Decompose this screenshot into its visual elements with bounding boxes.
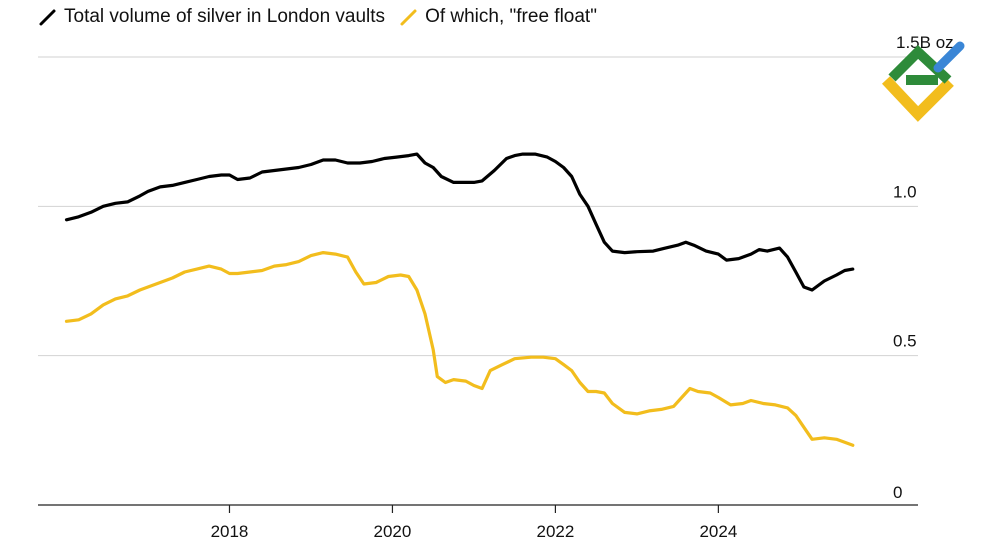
legend-swatch-free-float xyxy=(400,9,417,26)
y-tick-label-1: 0.5 xyxy=(893,332,917,351)
series-line-1 xyxy=(64,251,855,447)
x-tick-label-1: 2020 xyxy=(374,522,412,541)
x-tick-label-0: 2018 xyxy=(211,522,249,541)
legend-item-total: Total volume of silver in London vaults xyxy=(38,6,385,28)
y-tick-label-0: 0 xyxy=(893,483,902,502)
x-tick-label-2: 2022 xyxy=(536,522,574,541)
y-tick-label-3: 1.5B oz xyxy=(896,33,954,52)
series-line-0 xyxy=(64,152,855,292)
y-tick-label-2: 1.0 xyxy=(893,182,917,201)
legend-swatch-total xyxy=(39,9,56,26)
legend: Total volume of silver in London vaults … xyxy=(38,6,611,28)
brand-logo-icon xyxy=(881,41,965,122)
x-tick-label-3: 2024 xyxy=(699,522,737,541)
legend-label-total: Total volume of silver in London vaults xyxy=(64,6,386,27)
legend-label-free-float: Of which, "free float" xyxy=(425,6,597,27)
legend-item-free-float: Of which, "free float" xyxy=(399,6,597,28)
